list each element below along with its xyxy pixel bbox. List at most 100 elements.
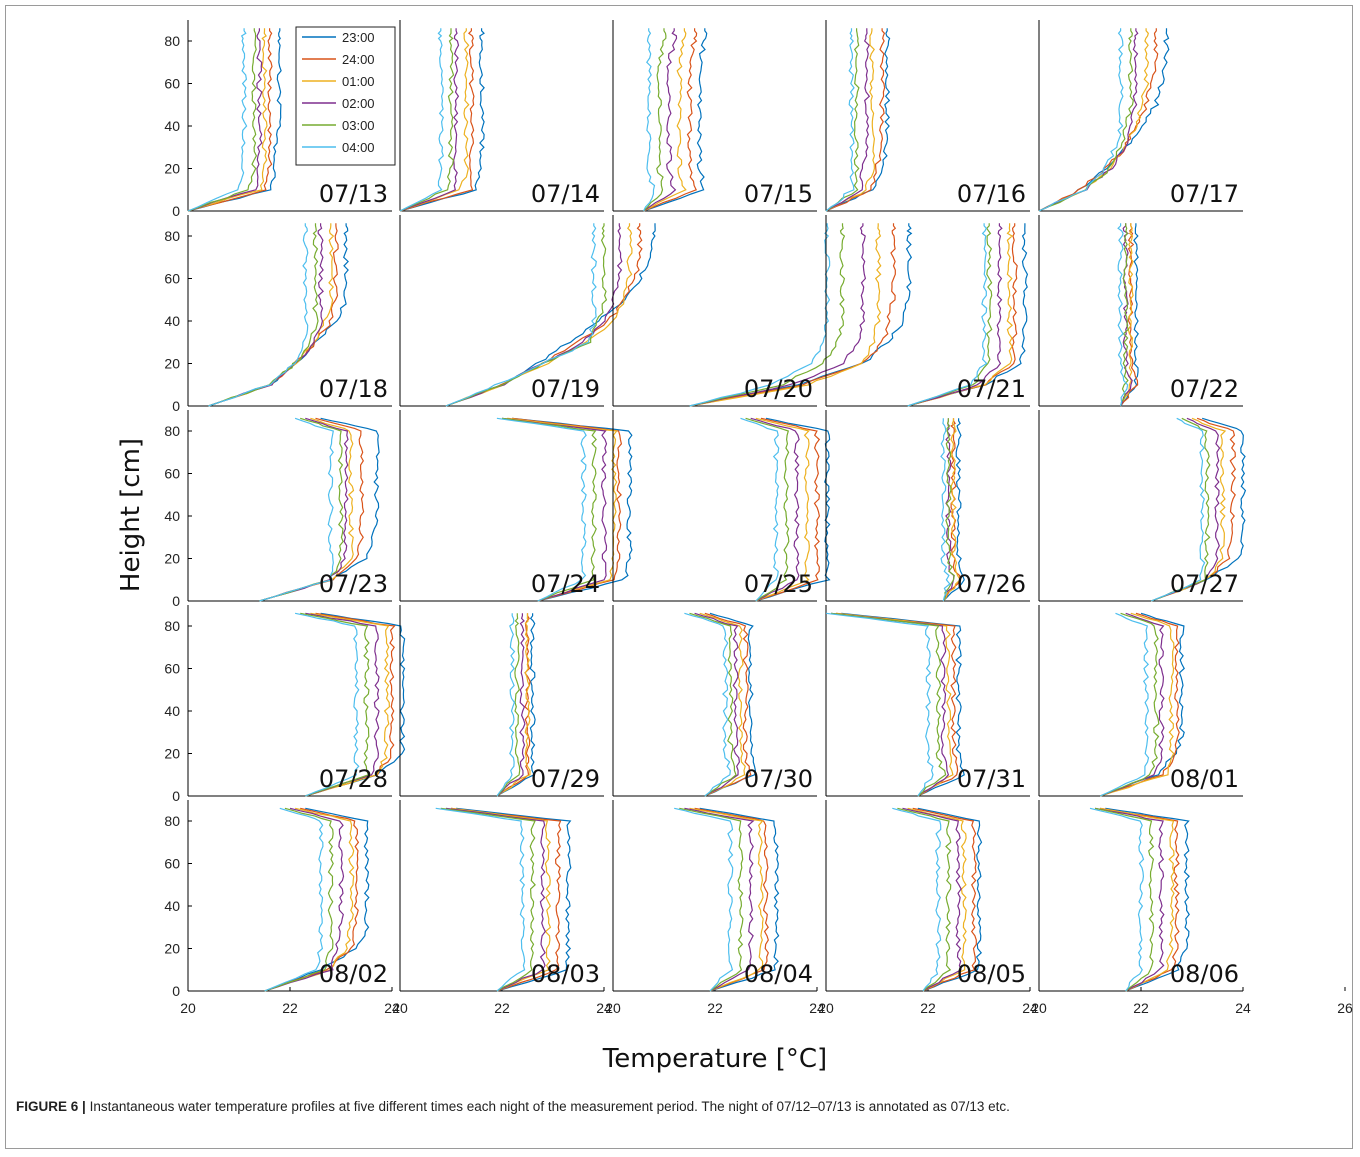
profile-line-0100	[689, 807, 764, 992]
profile-line-2300	[1099, 612, 1185, 797]
profile-line-2300	[496, 613, 536, 797]
profile-line-0100	[507, 417, 618, 602]
profile-line-2400	[643, 28, 698, 212]
profile-line-0400	[907, 223, 988, 407]
x-tick-label: 20	[392, 1000, 408, 1016]
profile-line-0200	[1099, 612, 1165, 797]
profile-line-0300	[440, 807, 536, 992]
profile-line-2400	[694, 807, 769, 992]
profile-line-0300	[187, 28, 258, 212]
panel-date-label: 07/21	[957, 375, 1026, 403]
profile-line-2300	[907, 223, 1029, 407]
x-tick-label: 26	[1337, 1000, 1353, 1016]
y-tick-label: 80	[164, 228, 180, 244]
profile-line-0400	[187, 28, 248, 212]
profile-line-0400	[940, 418, 951, 602]
profile-line-0400	[1117, 223, 1129, 407]
profile-line-2400	[305, 612, 396, 797]
profile-line-0300	[745, 417, 790, 602]
profile-line-0200	[694, 612, 741, 797]
profile-line-0300	[300, 612, 370, 797]
x-axis-title: Temperature [°C]	[602, 1044, 827, 1074]
profile-line-0300	[643, 28, 667, 212]
profile-line-0100	[907, 223, 1014, 407]
y-tick-label: 20	[164, 746, 180, 762]
panel-date-label: 07/25	[744, 570, 813, 598]
y-tick-label: 0	[172, 788, 180, 804]
y-tick-label: 40	[164, 898, 180, 914]
profile-line-0200	[1150, 417, 1221, 602]
profile-line-2400	[942, 418, 961, 602]
y-tick-label: 80	[164, 813, 180, 829]
profile-line-0300	[264, 807, 334, 992]
legend-entry: 02:00	[342, 96, 375, 111]
x-tick-label: 22	[1133, 1000, 1149, 1016]
panel-date-label: 08/06	[1170, 960, 1239, 988]
profile-line-0200	[902, 807, 962, 992]
profile-line-0200	[825, 28, 871, 212]
profile-line-2400	[755, 417, 821, 602]
panel-date-label: 07/17	[1170, 180, 1239, 208]
x-tick-label: 22	[920, 1000, 936, 1016]
profile-line-2400	[1038, 28, 1159, 212]
panel-date-label: 07/28	[319, 765, 388, 793]
profile-line-0200	[496, 613, 526, 797]
profile-line-0300	[831, 612, 947, 797]
caption-text: Instantaneous water temperature profiles…	[89, 1099, 1010, 1114]
profile-line-0300	[1038, 28, 1134, 212]
x-tick-label: 24	[1022, 1000, 1038, 1016]
profile-line-0300	[689, 223, 846, 407]
profile-line-0400	[825, 612, 934, 797]
y-tick-label: 60	[164, 856, 180, 872]
panel-date-label: 07/29	[531, 765, 600, 793]
profile-line-0400	[208, 223, 309, 407]
y-tick-label: 40	[164, 703, 180, 719]
profile-line-2300	[305, 612, 406, 797]
profile-line-0200	[684, 807, 755, 992]
profile-line-0100	[825, 28, 876, 212]
profile-line-2300	[699, 807, 780, 992]
panel-date-label: 08/03	[531, 960, 600, 988]
profile-line-0300	[942, 418, 955, 602]
profile-line-0100	[445, 223, 633, 407]
y-tick-label: 60	[164, 466, 180, 482]
profile-line-0400	[674, 807, 734, 992]
profile-line-0300	[1094, 807, 1155, 992]
profile-line-0400	[399, 28, 444, 212]
x-tick-label: 20	[605, 1000, 621, 1016]
profile-line-2400	[1100, 612, 1180, 797]
panel-date-label: 07/13	[319, 180, 388, 208]
profile-line-0300	[897, 807, 952, 992]
x-tick-label: 20	[180, 1000, 196, 1016]
profile-line-0100	[1150, 417, 1227, 602]
profile-line-2300	[841, 612, 965, 797]
profile-line-0200	[643, 28, 678, 212]
profile-line-0100	[699, 612, 746, 797]
profile-line-0200	[399, 28, 460, 212]
profile-line-0300	[1120, 223, 1129, 407]
profile-line-2400	[836, 612, 959, 797]
profile-line-0200	[501, 417, 608, 602]
profile-line-2300	[264, 807, 370, 992]
profile-line-0400	[684, 612, 731, 797]
profile-line-2400	[907, 223, 1018, 407]
profile-line-0300	[689, 612, 737, 797]
y-tick-label: 0	[172, 203, 180, 219]
profile-line-0300	[825, 28, 860, 212]
profile-line-0300	[208, 223, 319, 407]
profile-line-0100	[496, 613, 531, 797]
profile-line-0200	[305, 612, 380, 797]
x-tick-label: 22	[707, 1000, 723, 1016]
profile-line-0400	[825, 28, 855, 212]
profile-line-0100	[264, 807, 355, 992]
profile-line-2400	[704, 612, 752, 797]
panel-date-label: 07/14	[531, 180, 600, 208]
caption-label: FIGURE 6 |	[16, 1099, 86, 1114]
panel-date-label: 07/22	[1170, 375, 1239, 403]
profile-line-2300	[643, 28, 708, 212]
profile-line-0200	[264, 807, 345, 992]
profile-line-0100	[305, 612, 391, 797]
profile-line-2300	[689, 223, 913, 407]
profile-line-2400	[1150, 417, 1237, 602]
profile-line-0300	[399, 28, 455, 212]
